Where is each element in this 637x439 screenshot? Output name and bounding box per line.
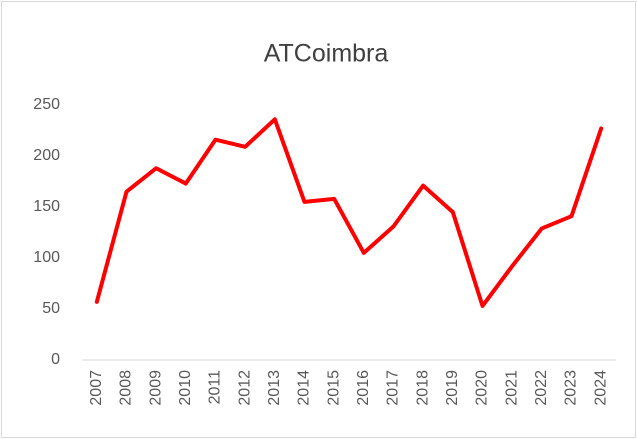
x-tick-label: 2009 [147, 370, 164, 406]
x-tick-label: 2008 [118, 370, 135, 406]
x-tick-label: 2011 [207, 370, 224, 405]
y-tick-label: 100 [33, 249, 60, 266]
x-tick-label: 2010 [177, 370, 194, 406]
x-tick-label: 2007 [88, 370, 105, 406]
x-tick-label: 2024 [592, 370, 609, 406]
x-tick-label: 2021 [503, 370, 520, 406]
x-tick-label: 2012 [236, 370, 253, 406]
y-tick-label: 250 [33, 96, 60, 113]
x-tick-label: 2020 [474, 370, 491, 406]
x-tick-label: 2019 [444, 370, 461, 406]
x-tick-label: 2013 [266, 370, 283, 406]
x-tick-label: 2022 [533, 370, 550, 406]
x-tick-label: 2015 [325, 370, 342, 406]
x-tick-label: 2016 [355, 370, 372, 406]
x-tick-label: 2018 [414, 370, 431, 406]
x-tick-label: 2017 [385, 370, 402, 406]
x-tick-label: 2023 [563, 370, 580, 406]
y-tick-label: 50 [42, 300, 60, 317]
chart-title: ATCoimbra [264, 40, 389, 68]
y-tick-label: 150 [33, 198, 60, 215]
y-tick-label: 200 [33, 147, 60, 164]
y-tick-label: 0 [51, 351, 60, 368]
x-tick-label: 2014 [296, 370, 313, 406]
data-line [94, 117, 604, 308]
